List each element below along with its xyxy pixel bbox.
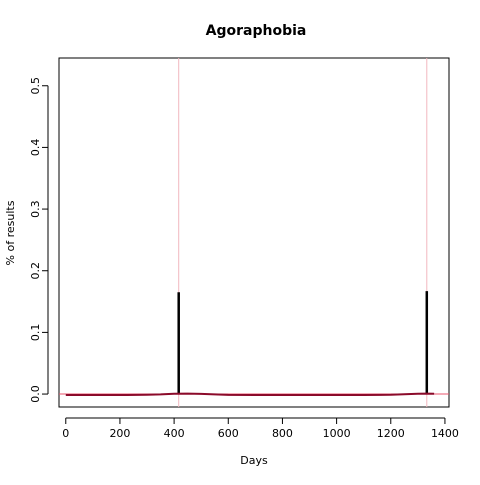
x-tick-label: 1400 [431,427,459,440]
y-tick-label: 0.0 [29,385,42,403]
x-tick-label: 800 [272,427,293,440]
x-tick-label: 400 [164,427,185,440]
y-tick-label: 0.3 [29,200,42,218]
x-tick-label: 1200 [377,427,405,440]
plot-frame [58,57,450,408]
x-tick-label: 600 [218,427,239,440]
y-axis-label: % of results [4,200,17,265]
y-tick-label: 0.1 [29,324,42,342]
x-tick-label: 0 [62,427,69,440]
smoothed-series-line [65,392,435,396]
chart-title: Agoraphobia [206,23,307,39]
y-tick-label: 0.4 [29,139,42,157]
y-tick-label: 0.5 [29,77,42,95]
x-tick-label: 1000 [323,427,351,440]
x-tick-label: 200 [109,427,130,440]
plot-area: 0 200 400 600 800 1000 1200 1400 0.0 0.1 0.2 0.3 0.4… [29,57,459,440]
y-tick-label: 0.2 [29,262,42,280]
x-axis-label: Days [240,454,268,467]
